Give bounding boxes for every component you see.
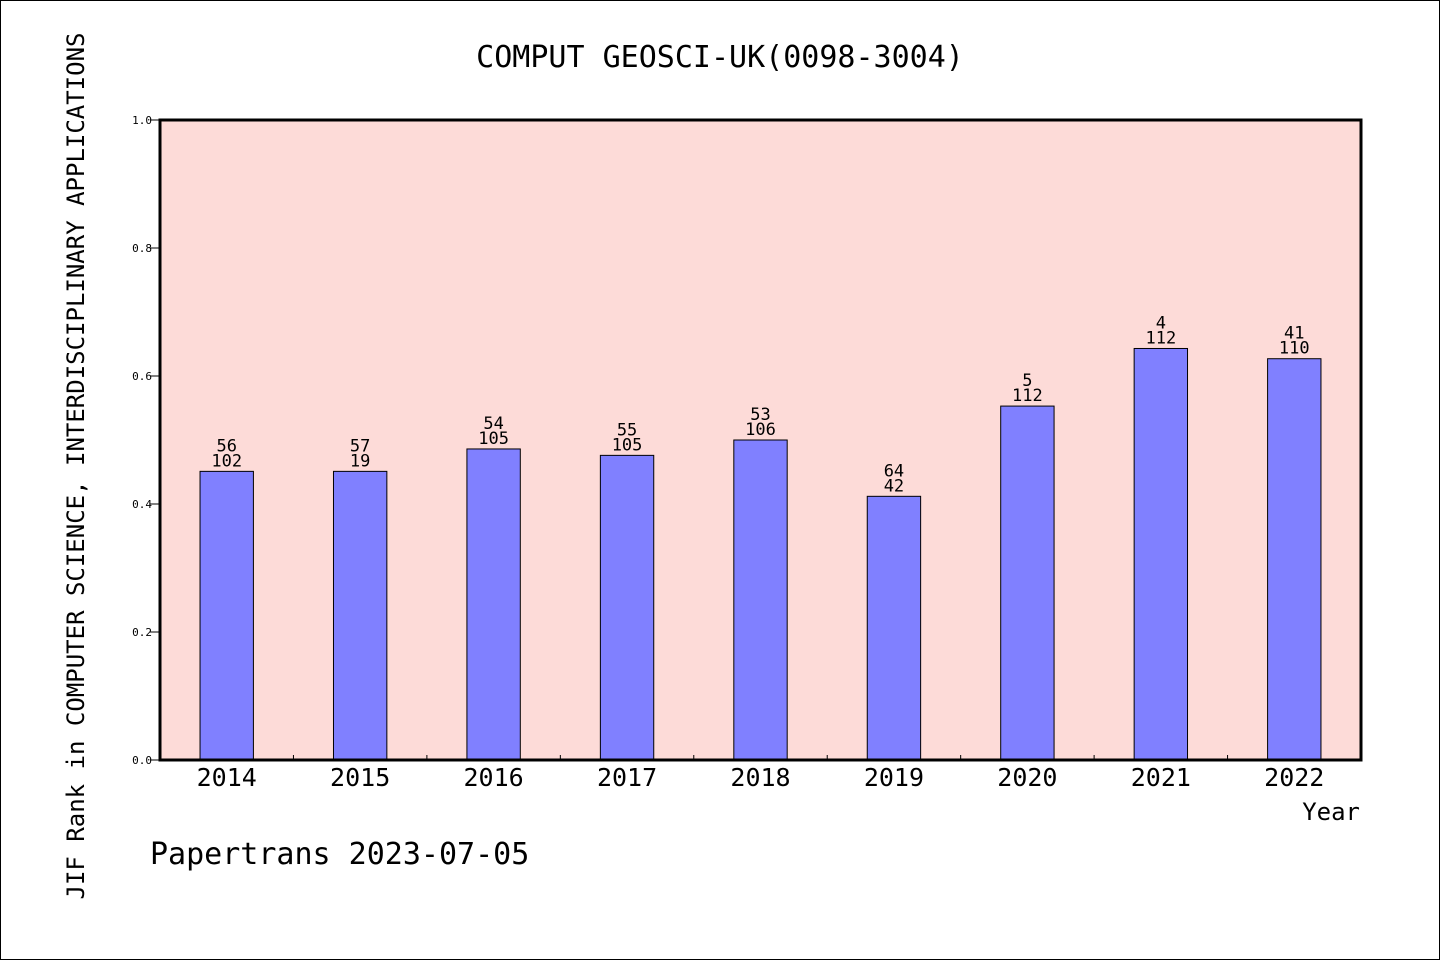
y-tick-label: 0.8: [132, 242, 152, 255]
x-tick-label-2021: 2021: [1131, 763, 1191, 792]
bar-label-top-2017: 55: [617, 420, 637, 440]
x-tick-label-2014: 2014: [197, 763, 257, 792]
bar-label-bottom-2018: 106: [745, 420, 776, 440]
x-tick-label-2019: 2019: [864, 763, 924, 792]
bar-label-top-2022: 41: [1284, 324, 1304, 344]
footer-text: Papertrans 2023-07-05: [150, 837, 529, 872]
bar-2016: [466, 448, 521, 761]
x-tick-label-2022: 2022: [1264, 763, 1324, 792]
y-tick-label: 1.0: [132, 114, 152, 127]
bar-2022: [1267, 358, 1322, 761]
x-tick-label-2020: 2020: [997, 763, 1057, 792]
y-tick-label: 0.4: [132, 498, 152, 511]
bar-label-top-2021: 4: [1156, 313, 1166, 333]
bar-2019: [866, 495, 922, 761]
bar-label-bottom-2019: 42: [884, 476, 904, 496]
bar-2020: [1000, 405, 1055, 761]
x-axis-ticks: 2014 2015 2016 2017 2018 2019 2020 2021 2022: [197, 755, 1324, 792]
bar-label-top-2018: 53: [750, 405, 770, 425]
bar-label-top-2019: 64: [884, 461, 904, 481]
bar-2017: [599, 454, 655, 761]
bar-2014: [199, 470, 254, 761]
bar-2021: [1133, 347, 1189, 761]
bar-label-bottom-2017: 105: [612, 435, 643, 455]
bar-2015: [332, 470, 388, 761]
x-tick-label-2016: 2016: [464, 763, 524, 792]
bar-label-bottom-2021: 112: [1145, 328, 1176, 348]
bar-label-top-2014: 56: [216, 436, 236, 456]
y-axis-label: JIF Rank in COMPUTER SCIENCE, INTERDISCI…: [62, 33, 90, 900]
y-tick-label: 0.2: [132, 626, 152, 639]
bar-label-top-2015: 57: [350, 436, 370, 456]
y-tick-label: 0.6: [132, 370, 152, 383]
x-tick-label-2018: 2018: [730, 763, 790, 792]
x-tick-label-2017: 2017: [597, 763, 657, 792]
bar-2018: [733, 439, 788, 761]
plot-border: [158, 118, 1363, 762]
bar-label-bottom-2015: 19: [350, 451, 370, 471]
bar-label-bottom-2016: 105: [478, 429, 509, 449]
y-axis-ticks: 0.0 0.2 0.4 0.6 0.8 1.0: [132, 114, 160, 767]
chart-title: COMPUT GEOSCI-UK(0098-3004): [476, 40, 964, 75]
bar-label-top-2020: 5: [1022, 371, 1032, 391]
bar-label-bottom-2020: 112: [1012, 386, 1043, 406]
x-axis-label: Year: [1302, 798, 1360, 826]
y-tick-label: 0.0: [132, 754, 152, 767]
bar-label-bottom-2014: 102: [211, 451, 242, 471]
bar-label-top-2016: 54: [483, 414, 503, 434]
x-tick-label-2015: 2015: [330, 763, 390, 792]
bar-label-bottom-2022: 110: [1279, 339, 1310, 359]
